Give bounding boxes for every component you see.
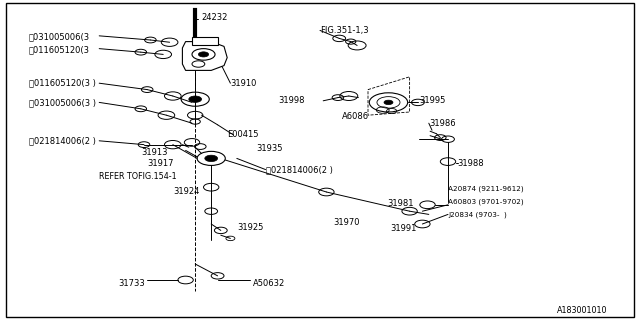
Text: A20874 (9211-9612): A20874 (9211-9612) [448,186,524,192]
Text: ⓝ021814006(2 ): ⓝ021814006(2 ) [29,136,95,145]
Text: Ⓑ011605120(3: Ⓑ011605120(3 [29,45,90,54]
Text: 24232: 24232 [202,13,228,22]
Circle shape [198,52,209,57]
Text: Ⓡ031005006(3: Ⓡ031005006(3 [29,32,90,41]
Text: E00415: E00415 [227,130,259,139]
Text: 31910: 31910 [230,79,257,88]
Text: 31924: 31924 [173,188,199,196]
Text: 31733: 31733 [118,279,145,288]
Text: 31991: 31991 [390,224,417,233]
Text: 31970: 31970 [333,218,359,227]
Text: Ⓑ011605120(3 ): Ⓑ011605120(3 ) [29,79,95,88]
Polygon shape [182,42,227,70]
Text: J20834 (9703-  ): J20834 (9703- ) [448,211,507,218]
Text: REFER TOFIG.154-1: REFER TOFIG.154-1 [99,172,177,180]
FancyBboxPatch shape [192,37,218,45]
Text: A183001010: A183001010 [557,306,607,315]
Text: 31998: 31998 [278,96,305,105]
Text: 31988: 31988 [458,159,484,168]
Circle shape [205,155,218,162]
Text: A50632: A50632 [253,279,285,288]
Text: FIG.351-1,3: FIG.351-1,3 [320,26,369,35]
Circle shape [384,100,393,105]
Text: 31986: 31986 [429,119,456,128]
Text: A6086: A6086 [342,112,369,121]
Text: 31913: 31913 [141,148,167,156]
Text: Ⓡ031005006(3 ): Ⓡ031005006(3 ) [29,98,96,107]
Text: 31995: 31995 [419,96,445,105]
Text: 31925: 31925 [237,223,263,232]
Text: A60803 (9701-9702): A60803 (9701-9702) [448,198,524,205]
Text: ⓝ021814006(2 ): ⓝ021814006(2 ) [266,165,332,174]
Text: 31935: 31935 [256,144,282,153]
Text: 31917: 31917 [147,159,173,168]
Circle shape [189,96,202,102]
Text: 31981: 31981 [387,199,413,208]
